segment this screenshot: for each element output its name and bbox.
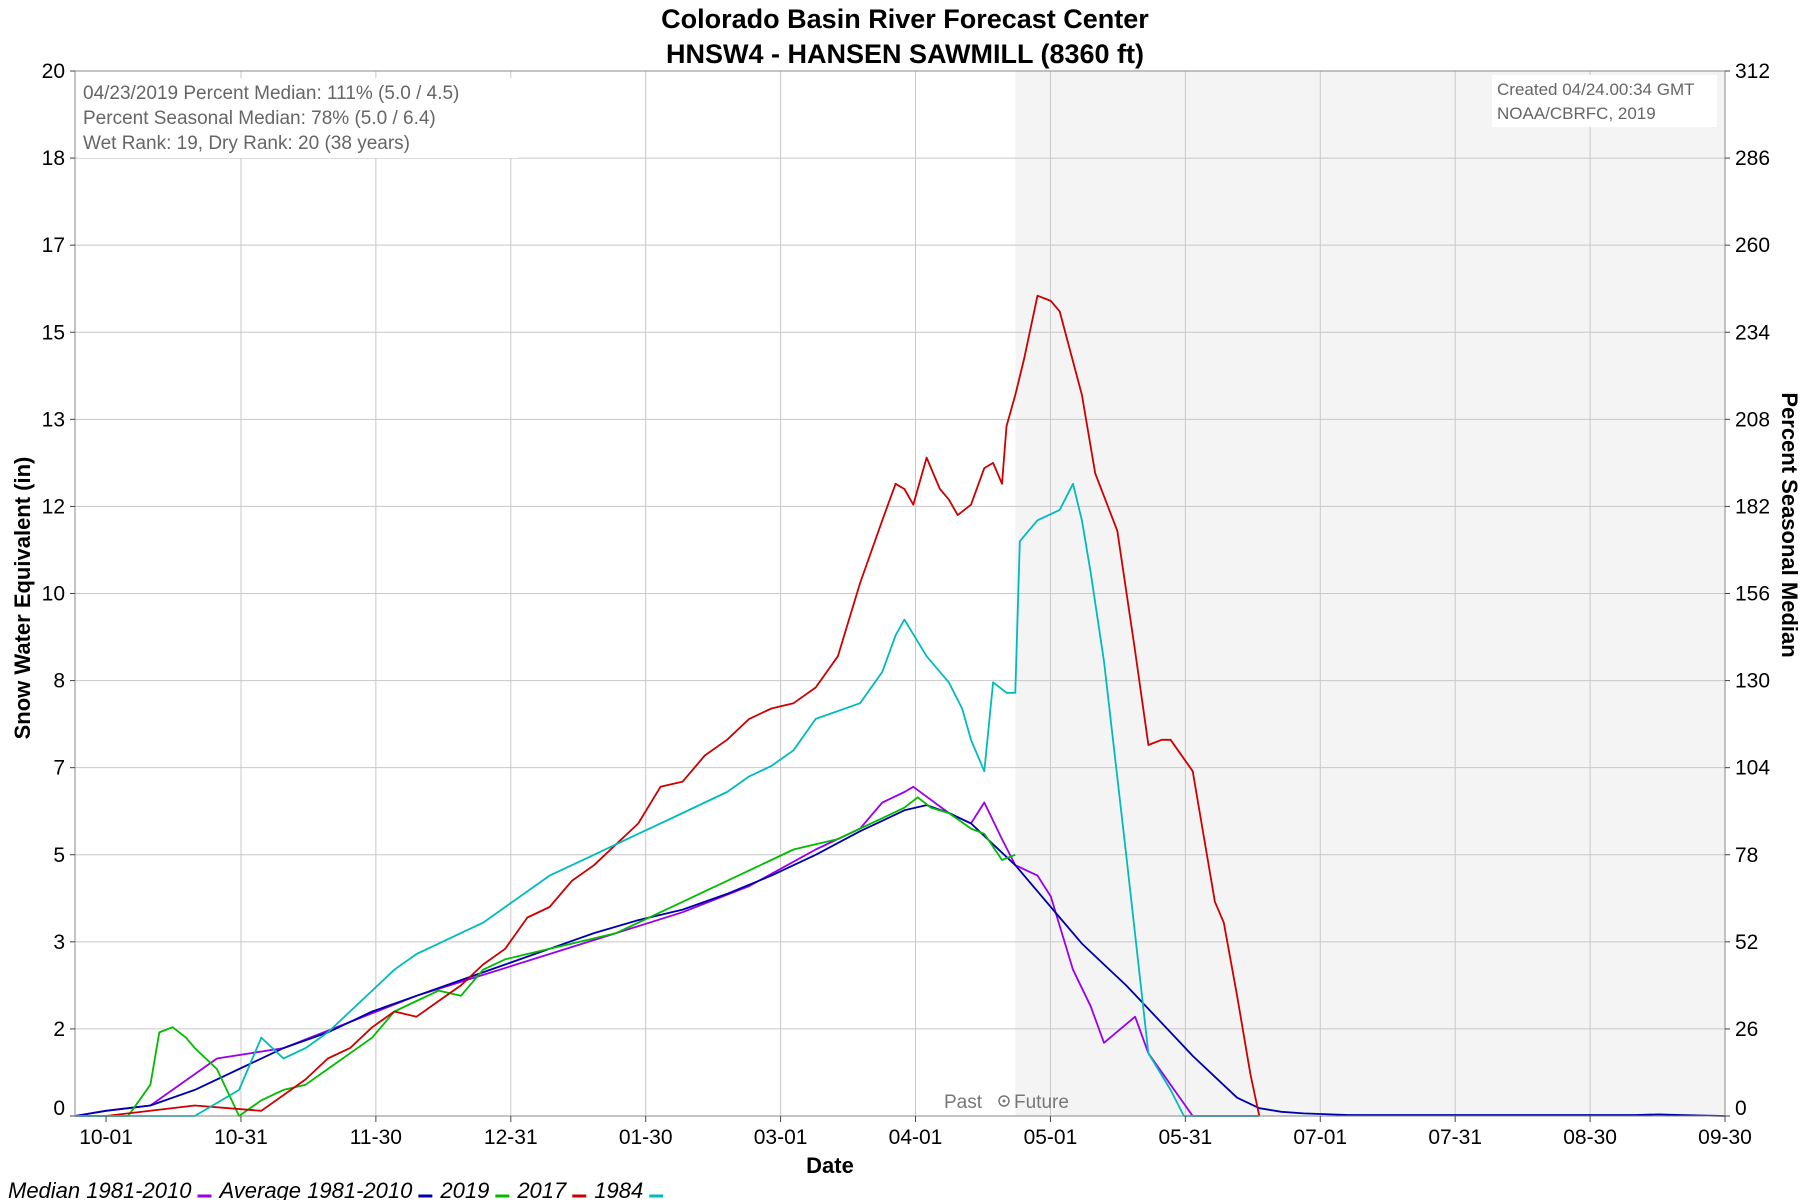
series-group: [74, 294, 1726, 1117]
info-box-right-bg: [1492, 75, 1717, 127]
y2-tick-label: 156: [1735, 583, 1770, 606]
x-tick-label: 10-31: [214, 1126, 268, 1149]
y-tick-label: 12: [42, 495, 65, 518]
y2-tick-label: 78: [1735, 844, 1758, 867]
x-tick-label: 11-30: [350, 1126, 402, 1149]
x-tick-label: 04-01: [889, 1126, 943, 1149]
info-source: NOAA/CBRFC, 2019: [1497, 104, 1656, 123]
y-axis-label: Snow Water Equivalent (in): [10, 457, 35, 740]
y-tick-label: 10: [42, 583, 65, 606]
info-box-right: Created 04/24.00:34 GMT NOAA/CBRFC, 2019: [1492, 75, 1717, 127]
info-box-left-bg: [78, 78, 518, 158]
y2-tick-label: 234: [1735, 321, 1770, 344]
x-tick-label: 10-01: [79, 1126, 133, 1149]
legend-label: Median 1981-2010: [8, 1178, 192, 1200]
x-tick-label: 01-30: [619, 1126, 673, 1149]
legend-label: 1984: [594, 1178, 643, 1200]
x-tick-label: 12-31: [484, 1126, 538, 1149]
past-future-icon-dot: [1002, 1099, 1006, 1103]
info-seasonal-median: Percent Seasonal Median: 78% (5.0 / 6.4): [83, 108, 436, 129]
y-tick-label: 18: [42, 147, 65, 170]
y-axis-ticks: 0 2 3 5 7 8 10 12 13 15 17 18 20: [42, 60, 75, 1120]
y-tick-label: 15: [42, 321, 65, 344]
x-tick-label: 07-31: [1428, 1126, 1482, 1149]
x-tick-label: 07-01: [1293, 1126, 1347, 1149]
y2-tick-label: 208: [1735, 408, 1770, 431]
y-tick-label: 3: [53, 931, 65, 954]
y2-axis-ticks: 0 26 52 78 104 130 156 182 208 234 260 286 312: [1725, 60, 1770, 1120]
y-tick-label: 7: [53, 757, 65, 780]
legend-label: 2017: [516, 1178, 567, 1200]
y2-tick-label: 104: [1735, 757, 1770, 780]
series-line-2019: [75, 796, 1016, 1117]
series-line-average-1981-2010: [74, 804, 1726, 1117]
y2-tick-label: 286: [1735, 147, 1770, 170]
future-label: Future: [1014, 1092, 1069, 1113]
y-tick-label: 0: [53, 1097, 65, 1120]
x-axis-label: Date: [806, 1153, 854, 1178]
y2-tick-label: 260: [1735, 234, 1770, 257]
past-future-marker: Past Future: [944, 1092, 1069, 1113]
legend-label: 2019: [439, 1178, 489, 1200]
y-tick-label: 17: [42, 234, 65, 257]
y2-tick-label: 130: [1735, 670, 1770, 693]
info-box-left: 04/23/2019 Percent Median: 111% (5.0 / 4…: [78, 78, 518, 158]
x-tick-label: 08-30: [1563, 1126, 1617, 1149]
chart-subtitle: HNSW4 - HANSEN SAWMILL (8360 ft): [666, 39, 1144, 69]
info-percent-median: 04/23/2019 Percent Median: 111% (5.0 / 4…: [83, 83, 459, 104]
legend-label: Average 1981-2010: [217, 1178, 413, 1200]
info-rank: Wet Rank: 19, Dry Rank: 20 (38 years): [83, 133, 410, 154]
x-tick-label: 05-31: [1158, 1126, 1212, 1149]
x-tick-label: 09-30: [1698, 1126, 1752, 1149]
y2-tick-label: 0: [1735, 1097, 1747, 1120]
y2-tick-label: 312: [1735, 60, 1770, 83]
y-tick-label: 5: [53, 844, 65, 867]
y-tick-label: 20: [42, 60, 65, 83]
y-tick-label: 2: [53, 1018, 65, 1041]
series-line-2017: [75, 294, 1261, 1117]
y2-tick-label: 26: [1735, 1018, 1758, 1041]
y2-tick-label: 52: [1735, 931, 1758, 954]
y2-tick-label: 182: [1735, 495, 1770, 518]
y-tick-label: 13: [42, 408, 65, 431]
legend: Median 1981-2010 Average 1981-2010 2019 201…: [8, 1178, 664, 1200]
series-line-1984: [75, 482, 1260, 1117]
info-created: Created 04/24.00:34 GMT: [1497, 80, 1695, 99]
y2-axis-label: Percent Seasonal Median: [1777, 392, 1800, 657]
chart-title: Colorado Basin River Forecast Center: [661, 4, 1149, 34]
x-tick-label: 03-01: [754, 1126, 808, 1149]
y-tick-label: 8: [53, 670, 65, 693]
past-future-icon: [998, 1095, 1010, 1107]
x-axis-ticks: 10-01 10-31 11-30 12-31 01-30 03-01 04-01 05-01…: [79, 1116, 1752, 1149]
x-tick-label: 05-01: [1024, 1126, 1078, 1149]
past-label: Past: [944, 1092, 983, 1113]
